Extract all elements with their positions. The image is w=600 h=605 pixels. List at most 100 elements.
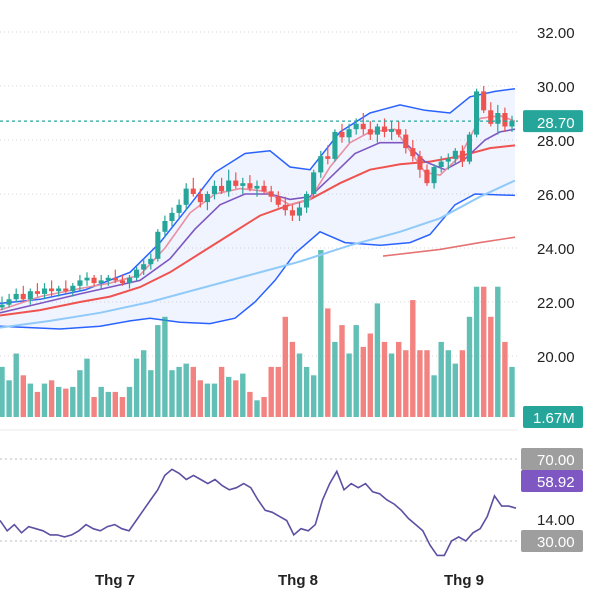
price-tick: 26.00 [537,187,575,204]
candle [148,253,154,270]
volume-bar [381,341,388,418]
candle-body [509,121,515,127]
candle-body [13,293,19,300]
volume-bar [247,391,253,417]
candle [332,129,338,162]
candle-body [495,113,501,124]
volume-bar [311,375,317,418]
candle [240,177,246,194]
volume-bar [452,363,458,417]
rsi-value-badge: 58.92 [521,470,583,492]
volume-bar [190,366,196,417]
candle-body [481,91,487,111]
candle-body [240,183,246,186]
volume-bar [303,366,310,417]
candle-body [381,126,387,132]
volume-bar [148,370,154,417]
candle-body [20,293,26,300]
candle [438,156,444,173]
volume-bar [367,333,373,417]
candle [197,188,203,208]
volume-bar [6,380,12,417]
candle-body [197,194,203,203]
time-tick-aug: Thg 8 [278,572,318,589]
candle-body [466,134,472,162]
candle [211,180,217,200]
bollinger-fill [0,88,515,329]
candle-body [360,123,366,130]
candle [474,88,480,138]
price-tick: 22.00 [537,295,575,312]
candle-body [445,158,451,162]
candle-body [459,150,465,162]
candle [410,140,416,162]
candle [488,102,494,127]
candle-body [27,291,33,300]
time-tick-sep: Thg 9 [444,572,484,589]
price-tick: 28.00 [537,133,575,150]
candle [162,215,168,238]
candle [360,113,366,135]
rsi-level-30-badge: 30.00 [521,530,583,552]
price-tick: 30.00 [537,79,575,96]
candle [56,285,62,297]
candle-body [304,194,310,208]
volume-bar [445,350,451,417]
volume-bar [403,350,409,417]
candle-body [211,185,217,194]
candle-body [42,288,48,294]
candle-body [247,183,253,189]
volume-bar [459,350,466,417]
volume-bar [254,400,260,417]
candle [509,115,515,132]
candle-body [275,196,281,205]
candle [169,207,175,227]
volume-bar [41,383,48,417]
candle-body [0,304,5,308]
last-price-badge: 28.70 [523,110,583,133]
volume-bar [226,376,232,417]
candle-body [70,285,76,292]
candle [261,180,267,194]
candle [219,177,225,194]
candle-body [374,126,380,135]
price-tick: 24.00 [537,241,575,258]
rsi-pane [0,468,517,557]
candle [481,86,487,113]
volume-bar [197,380,203,417]
candle-body [410,148,416,157]
volume-bar [275,366,281,417]
candle-body [176,204,182,213]
candle-body [396,129,402,135]
candle-body [155,231,161,259]
candle-body [431,167,437,184]
candle [268,185,274,203]
volume-bar [488,316,494,417]
volume-bar [360,346,366,417]
candle-body [268,191,274,197]
grid [0,31,518,542]
candle [20,285,26,302]
volume-bar [388,353,395,417]
candle [424,164,430,186]
volume-bar [353,325,359,417]
volume-bar [77,370,83,417]
volume-bar [438,341,444,418]
candle [389,121,395,140]
candle [134,266,140,281]
candle-body [56,288,62,292]
candle [282,196,288,216]
candle-body [282,204,288,211]
candle [204,191,210,211]
candle [0,296,5,311]
bollinger-bands [0,87,516,330]
candle-body [77,280,83,286]
candle-body [91,277,97,284]
volume-bar [318,250,324,417]
price-axis: 32.00 30.00 28.00 26.00 24.00 22.00 20.0… [537,25,575,366]
volume-bar [84,358,90,417]
candle [70,283,76,297]
volume-bar [424,350,430,417]
